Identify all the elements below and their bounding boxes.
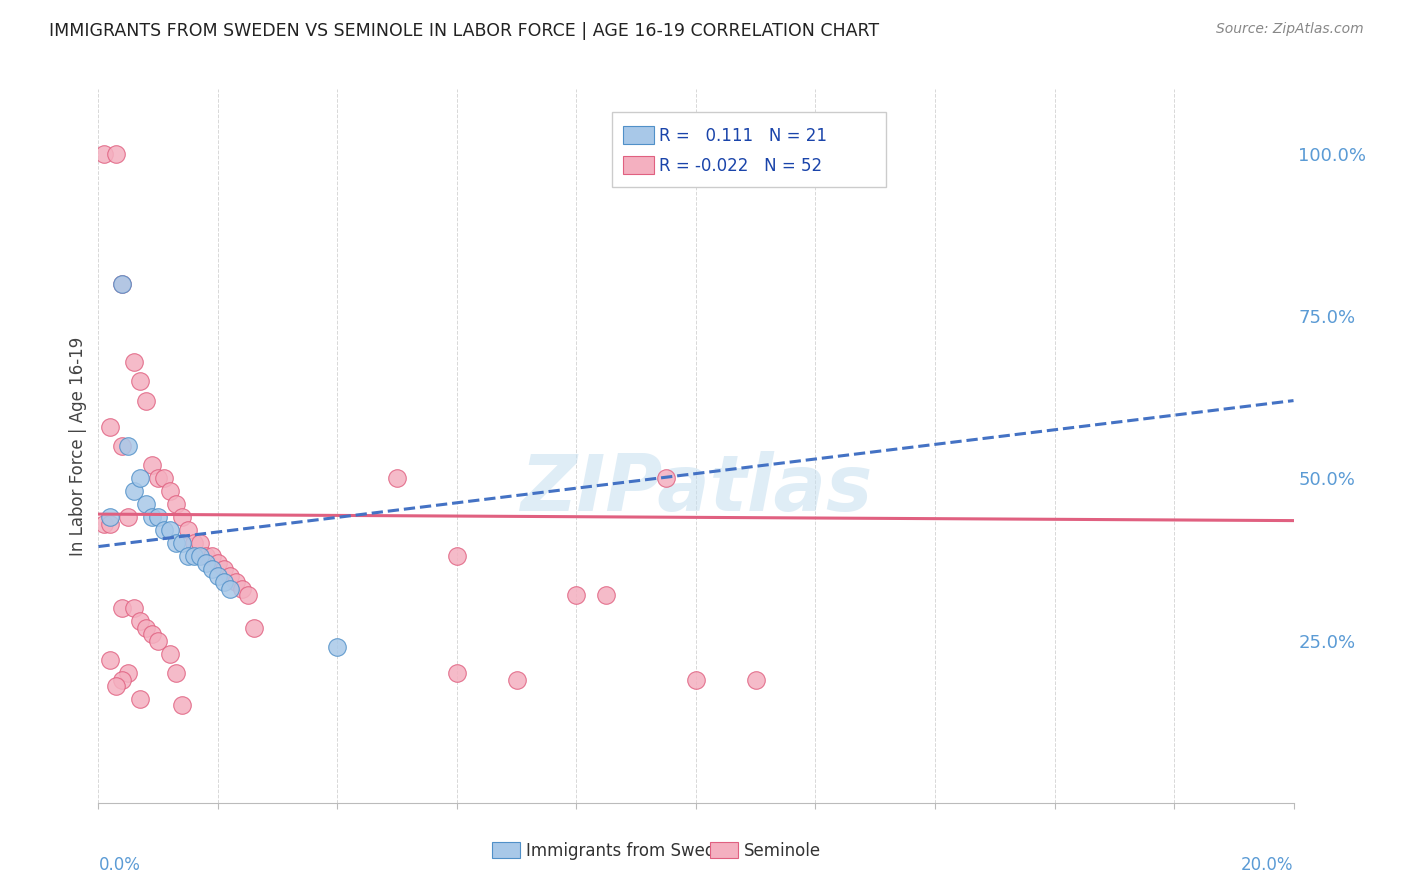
Text: Immigrants from Sweden: Immigrants from Sweden	[526, 842, 735, 860]
Point	[685, 673, 707, 687]
Point	[506, 673, 529, 687]
Point	[207, 556, 229, 570]
Point	[129, 692, 152, 706]
Point	[207, 568, 229, 582]
Point	[219, 582, 242, 596]
Point	[148, 510, 170, 524]
Text: R = -0.022   N = 52: R = -0.022 N = 52	[659, 157, 823, 175]
Point	[446, 666, 468, 681]
Text: IMMIGRANTS FROM SWEDEN VS SEMINOLE IN LABOR FORCE | AGE 16-19 CORRELATION CHART: IMMIGRANTS FROM SWEDEN VS SEMINOLE IN LA…	[49, 22, 879, 40]
Point	[165, 497, 187, 511]
Point	[172, 536, 194, 550]
Point	[188, 549, 211, 564]
Point	[177, 524, 200, 538]
Point	[117, 510, 139, 524]
Point	[565, 588, 588, 602]
Point	[111, 601, 134, 615]
Point	[98, 653, 122, 667]
Point	[159, 524, 181, 538]
Point	[183, 536, 205, 550]
Point	[124, 484, 146, 499]
Point	[655, 471, 678, 485]
Text: Seminole: Seminole	[744, 842, 821, 860]
Point	[595, 588, 617, 602]
Point	[117, 666, 139, 681]
Point	[135, 393, 157, 408]
Point	[219, 568, 242, 582]
Point	[745, 673, 768, 687]
Point	[148, 471, 170, 485]
Point	[135, 621, 157, 635]
Point	[231, 582, 253, 596]
Point	[165, 666, 187, 681]
Point	[183, 549, 205, 564]
Point	[188, 536, 211, 550]
Point	[212, 562, 235, 576]
Point	[93, 147, 115, 161]
Point	[172, 510, 194, 524]
Point	[141, 627, 163, 641]
Point	[124, 354, 146, 368]
Point	[111, 439, 134, 453]
Point	[243, 621, 266, 635]
Point	[111, 277, 134, 291]
Y-axis label: In Labor Force | Age 16-19: In Labor Force | Age 16-19	[69, 336, 87, 556]
Point	[98, 510, 122, 524]
Point	[93, 516, 115, 531]
Point	[153, 471, 176, 485]
Text: ZIPatlas: ZIPatlas	[520, 450, 872, 527]
Point	[195, 556, 218, 570]
Point	[195, 549, 218, 564]
Point	[105, 679, 128, 693]
Point	[111, 673, 134, 687]
Point	[105, 147, 128, 161]
Point	[165, 536, 187, 550]
Point	[129, 471, 152, 485]
Point	[159, 647, 181, 661]
Point	[159, 484, 181, 499]
Point	[129, 374, 152, 388]
Point	[225, 575, 247, 590]
Point	[172, 698, 194, 713]
Point	[98, 419, 122, 434]
Point	[385, 471, 409, 485]
Point	[201, 562, 224, 576]
Text: R =   0.111   N = 21: R = 0.111 N = 21	[659, 127, 827, 145]
Point	[326, 640, 349, 654]
Point	[111, 277, 134, 291]
Point	[236, 588, 259, 602]
Point	[446, 549, 468, 564]
Point	[135, 497, 157, 511]
Point	[98, 516, 122, 531]
Point	[141, 510, 163, 524]
Point	[124, 601, 146, 615]
Point	[148, 633, 170, 648]
Point	[212, 575, 235, 590]
Text: 0.0%: 0.0%	[98, 856, 141, 874]
Point	[141, 458, 163, 473]
Point	[177, 549, 200, 564]
Point	[201, 549, 224, 564]
Point	[153, 524, 176, 538]
Text: 20.0%: 20.0%	[1241, 856, 1294, 874]
Text: Source: ZipAtlas.com: Source: ZipAtlas.com	[1216, 22, 1364, 37]
Point	[129, 614, 152, 628]
Point	[117, 439, 139, 453]
